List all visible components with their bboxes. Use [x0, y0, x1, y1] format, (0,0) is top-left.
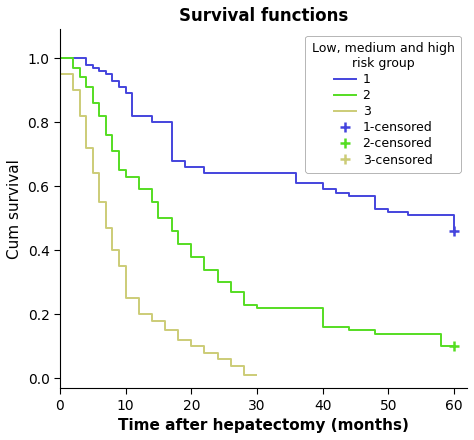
- X-axis label: Time after hepatectomy (months): Time after hepatectomy (months): [118, 418, 409, 433]
- Legend: 1, 2, 3, 1-censored, 2-censored, 3-censored: 1, 2, 3, 1-censored, 2-censored, 3-censo…: [305, 36, 461, 173]
- Title: Survival functions: Survival functions: [179, 7, 348, 25]
- Y-axis label: Cum survival: Cum survival: [7, 159, 22, 259]
